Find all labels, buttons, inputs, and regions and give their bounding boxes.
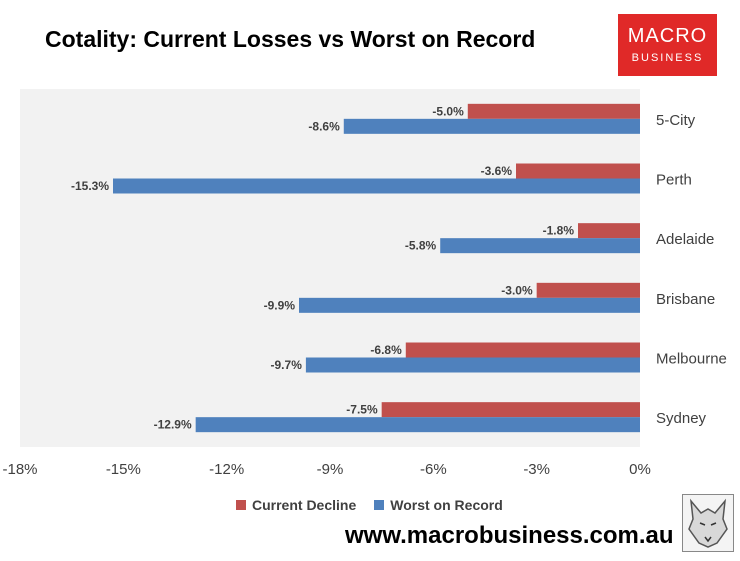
legend-item-current: Current Decline bbox=[236, 497, 356, 513]
bar-chart: -5.0% -8.6% -3.6% -15.3% -1.8% -5.8% -3.0% -9.9… bbox=[2, 89, 727, 478]
category-label-perth: Perth bbox=[656, 172, 692, 189]
x-tick-label: -3% bbox=[523, 461, 550, 478]
legend: Current Decline Worst on Record bbox=[236, 497, 521, 513]
logo-line-1: MACRO bbox=[627, 25, 708, 47]
data-label-worst-on-record-perth: -15.3% bbox=[71, 179, 109, 193]
macrobusiness-logo: MACRO BUSINESS bbox=[618, 14, 717, 76]
category-label-sydney: Sydney bbox=[656, 410, 707, 427]
bar-worst-on-record-brisbane bbox=[299, 297, 640, 313]
legend-label-current: Current Decline bbox=[252, 497, 357, 513]
legend-item-worst: Worst on Record bbox=[374, 497, 503, 513]
legend-label-worst: Worst on Record bbox=[390, 497, 503, 513]
data-label-worst-on-record-5-city: -8.6% bbox=[308, 119, 340, 133]
data-label-current-decline-sydney: -7.5% bbox=[346, 403, 378, 417]
data-label-current-decline-adelaide: -1.8% bbox=[543, 224, 575, 238]
plot-area bbox=[20, 89, 640, 447]
legend-swatch-current bbox=[236, 500, 246, 510]
bar-current-decline-5-city bbox=[467, 103, 640, 119]
x-tick-label: -12% bbox=[209, 461, 244, 478]
x-tick-label: -9% bbox=[317, 461, 344, 478]
bar-current-decline-brisbane bbox=[536, 282, 640, 298]
x-tick-label: -18% bbox=[2, 461, 37, 478]
x-tick-label: 0% bbox=[629, 461, 651, 478]
x-tick-label: -15% bbox=[106, 461, 141, 478]
data-label-worst-on-record-sydney: -12.9% bbox=[154, 418, 192, 432]
website-url: www.macrobusiness.com.au bbox=[345, 522, 674, 549]
bar-current-decline-melbourne bbox=[405, 342, 640, 358]
data-label-current-decline-perth: -3.6% bbox=[481, 164, 513, 178]
data-label-worst-on-record-melbourne: -9.7% bbox=[271, 358, 303, 372]
bar-current-decline-adelaide bbox=[578, 223, 640, 239]
data-label-current-decline-melbourne: -6.8% bbox=[370, 343, 402, 357]
bar-worst-on-record-sydney bbox=[195, 417, 640, 433]
logo-line-2: BUSINESS bbox=[631, 52, 704, 64]
category-label-adelaide: Adelaide bbox=[656, 231, 714, 248]
bar-current-decline-perth bbox=[516, 163, 640, 179]
wolf-logo bbox=[682, 494, 734, 552]
bar-worst-on-record-melbourne bbox=[305, 357, 640, 373]
bar-current-decline-sydney bbox=[381, 402, 640, 418]
bar-worst-on-record-adelaide bbox=[440, 238, 640, 254]
category-label-5-city: 5-City bbox=[656, 112, 696, 129]
bar-worst-on-record-5-city bbox=[343, 118, 640, 134]
category-label-melbourne: Melbourne bbox=[656, 351, 727, 368]
data-label-current-decline-5-city: -5.0% bbox=[432, 104, 464, 118]
x-tick-label: -6% bbox=[420, 461, 447, 478]
chart-title: Cotality: Current Losses vs Worst on Rec… bbox=[45, 26, 536, 52]
category-label-brisbane: Brisbane bbox=[656, 291, 715, 308]
bar-worst-on-record-perth bbox=[113, 178, 640, 194]
data-label-worst-on-record-adelaide: -5.8% bbox=[405, 239, 437, 253]
legend-swatch-worst bbox=[374, 500, 385, 510]
data-label-worst-on-record-brisbane: -9.9% bbox=[264, 298, 296, 312]
data-label-current-decline-brisbane: -3.0% bbox=[501, 283, 533, 297]
